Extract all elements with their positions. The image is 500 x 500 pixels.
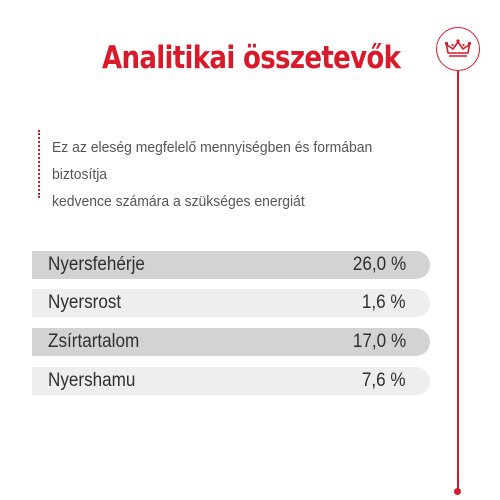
description-line: Ez az eleség megfelelő mennyiségben és f…	[52, 139, 373, 183]
crown-icon	[444, 39, 472, 57]
nutrient-name: Zsírtartalom	[48, 331, 140, 352]
description-line: kedvence számára a szükséges energiát	[52, 193, 305, 210]
nutrient-row: Nyersrost 1,6 %	[32, 289, 430, 317]
nutrient-value: 1,6 %	[362, 292, 406, 313]
nutrient-row: Zsírtartalom 17,0 %	[32, 328, 430, 356]
nutrient-name: Nyershamu	[48, 370, 136, 391]
nutrient-name: Nyersfehérje	[48, 254, 145, 275]
nutrient-value: 26,0 %	[352, 254, 406, 275]
description-accent-rule	[38, 130, 40, 198]
nutrient-value: 7,6 %	[362, 370, 406, 391]
nutrient-row: Nyershamu 7,6 %	[32, 367, 430, 395]
brand-logo	[436, 27, 480, 71]
nutrient-name: Nyersrost	[48, 292, 122, 313]
description-text: Ez az eleség megfelelő mennyiségben és f…	[52, 134, 405, 215]
decorative-vertical-line	[457, 71, 459, 491]
nutrient-row: Nyersfehérje 26,0 %	[32, 251, 430, 279]
decorative-line-end-dot	[454, 488, 461, 495]
nutrient-value: 17,0 %	[352, 331, 406, 352]
page-title: Analitikai összetevők	[102, 40, 401, 76]
